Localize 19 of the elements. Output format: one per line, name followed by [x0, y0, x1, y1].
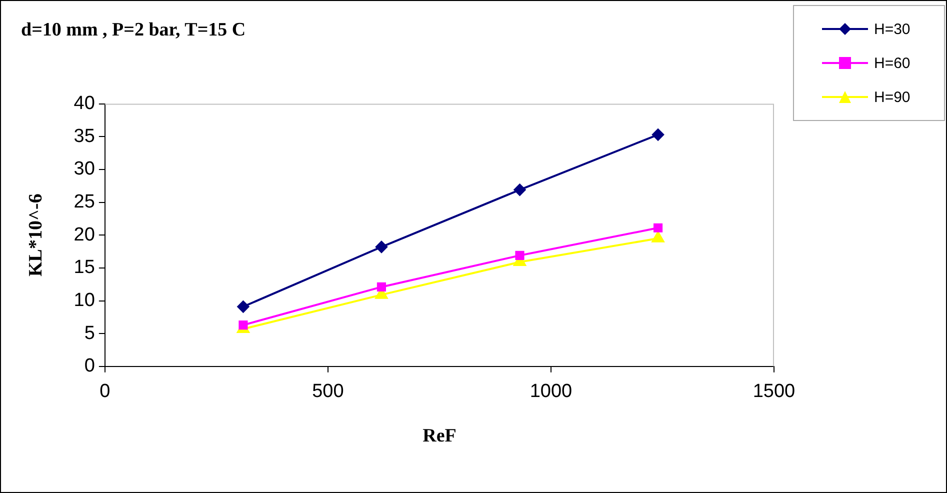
y-axis-title: KL*10^-6: [25, 194, 46, 277]
x-tick-label: 500: [312, 381, 344, 402]
y-tick-label: 0: [84, 356, 95, 377]
x-tick-label: 1500: [752, 381, 796, 402]
y-tick-label: 40: [74, 93, 95, 114]
x-tick-label: 0: [100, 381, 110, 402]
legend-label: H=60: [874, 54, 910, 72]
y-tick-label: 20: [74, 224, 95, 246]
chart-title: d=10 mm , P=2 bar, T=15 C: [21, 19, 246, 40]
y-tick-label: 30: [74, 158, 95, 180]
legend-label: H=90: [874, 88, 910, 106]
x-tick-label: 1000: [530, 381, 572, 402]
y-tick-label: 35: [74, 126, 95, 147]
y-tick-label: 5: [84, 322, 95, 344]
y-tick-label: 15: [74, 257, 95, 278]
x-axis-title: ReF: [422, 426, 456, 447]
y-tick-label: 10: [74, 290, 95, 311]
y-tick-label: 25: [74, 192, 95, 213]
legend-label: H=30: [874, 20, 910, 38]
